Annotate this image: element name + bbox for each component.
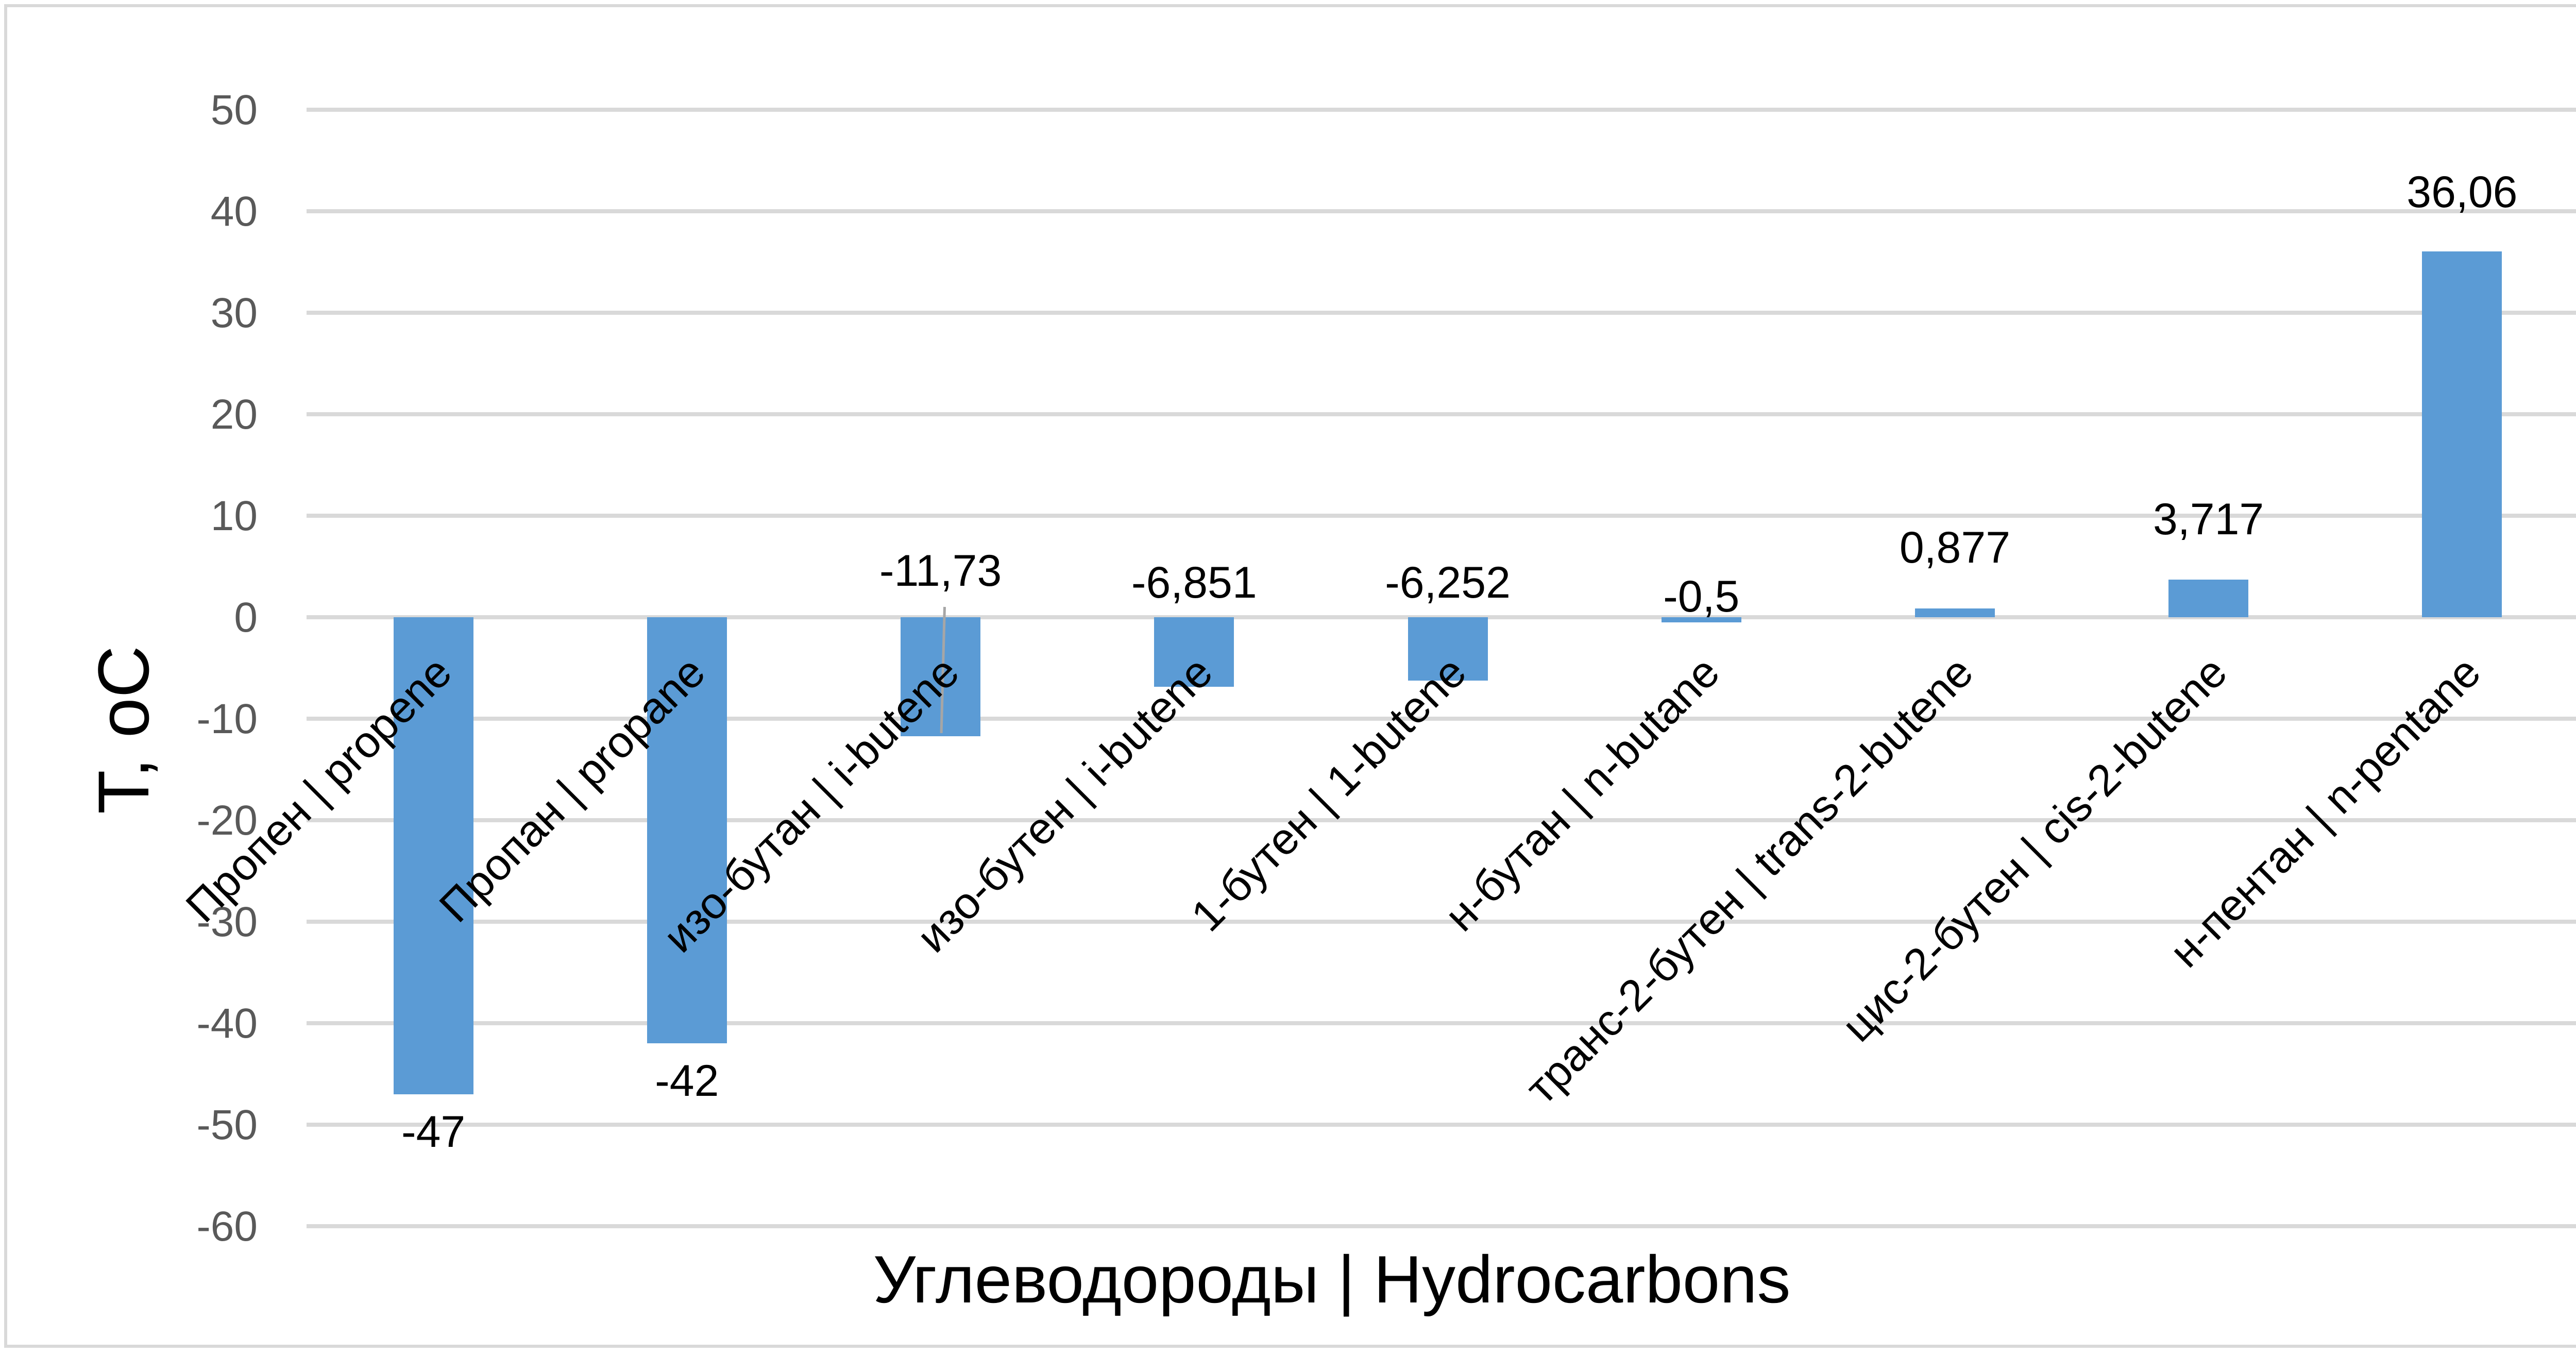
data-label: -42	[655, 1056, 719, 1106]
bar[interactable]	[2422, 251, 2502, 617]
bar[interactable]	[2168, 579, 2249, 617]
bar[interactable]	[1914, 608, 1995, 617]
data-label: 0,877	[1899, 523, 2011, 572]
y-tick-label: 20	[210, 391, 258, 438]
y-axis-title: T, oC	[83, 646, 164, 814]
data-label: -6,851	[1131, 558, 1257, 607]
data-label: -6,252	[1385, 558, 1511, 607]
gridline	[307, 1021, 2576, 1025]
bar[interactable]	[1154, 617, 1234, 687]
bar[interactable]	[1408, 617, 1488, 681]
y-tick-label: 0	[234, 594, 258, 641]
gridline	[307, 1224, 2576, 1228]
y-tick-label: -10	[196, 696, 258, 742]
data-label: 36,06	[2406, 167, 2518, 217]
data-label: -0,5	[1663, 572, 1740, 621]
data-label: -47	[401, 1107, 466, 1157]
gridline	[307, 1123, 2576, 1127]
y-tick-label: 30	[210, 290, 258, 336]
y-tick-label: -50	[196, 1102, 258, 1148]
gridline	[307, 412, 2576, 416]
y-tick-label: -40	[196, 1000, 258, 1047]
bar[interactable]	[1661, 617, 1741, 622]
bar[interactable]	[647, 617, 727, 1044]
gridline	[307, 209, 2576, 213]
gridline	[307, 108, 2576, 112]
gridline	[307, 818, 2576, 822]
data-label: 3,717	[2153, 495, 2264, 544]
y-tick-label: 40	[210, 188, 258, 235]
y-tick-label: -20	[196, 797, 258, 844]
y-tick-label: 50	[210, 87, 258, 133]
x-axis-title: Углеводороды | Hydrocarbons	[873, 1242, 1791, 1317]
bar[interactable]	[393, 617, 473, 1094]
y-tick-label: -30	[196, 899, 258, 945]
gridline	[307, 311, 2576, 315]
gridline	[307, 717, 2576, 721]
data-label: -11,73	[879, 546, 1002, 596]
gridline	[307, 514, 2576, 518]
y-tick-label: -60	[196, 1203, 258, 1250]
gridline	[307, 920, 2576, 924]
y-tick-label: 10	[210, 493, 258, 539]
